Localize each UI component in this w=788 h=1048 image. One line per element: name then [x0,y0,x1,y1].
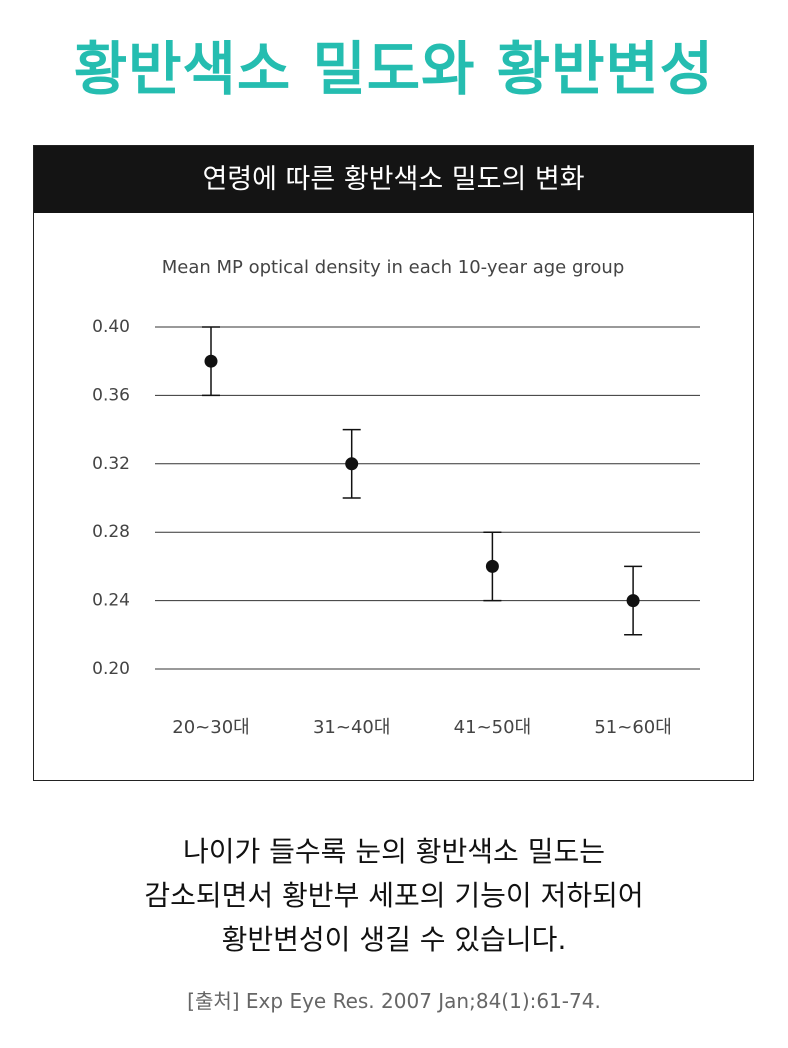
chart-subtitle: Mean MP optical density in each 10-year … [162,257,625,278]
x-tick-label: 51~60대 [594,717,671,738]
point [204,354,218,368]
y-tick-label: 0.24 [92,591,130,611]
caption: 나이가 들수록 눈의 황반색소 밀도는 감소되면서 황반부 세포의 기능이 저하… [0,830,788,962]
y-tick-label: 0.28 [92,522,130,542]
source: [출처] Exp Eye Res. 2007 Jan;84(1):61-74. [187,989,601,1013]
y-tick-label: 0.40 [92,317,130,337]
y-tick-label: 0.36 [92,385,130,405]
headline: 황반색소 밀도와 황반변성 [73,35,715,103]
point [626,594,640,608]
chart-box: 연령에 따른 황반색소 밀도의 변화 [33,145,754,781]
x-tick-label: 31~40대 [313,717,390,738]
point [345,457,359,471]
y-tick-label: 0.32 [92,454,130,474]
y-tick-label: 0.20 [92,659,130,679]
caption-line: 나이가 들수록 눈의 황반색소 밀도는 [182,835,605,868]
chart: Mean MP optical density in each 10-year … [92,257,700,738]
caption-line: 황반변성이 생길 수 있습니다. [221,923,567,956]
caption-line: 감소되면서 황반부 세포의 기능이 저하되어 [144,879,644,912]
x-tick-label: 20~30대 [172,717,249,738]
x-tick-label: 41~50대 [454,717,531,738]
chart-title: 연령에 따른 황반색소 밀도의 변화 [34,146,753,213]
point [485,559,499,573]
